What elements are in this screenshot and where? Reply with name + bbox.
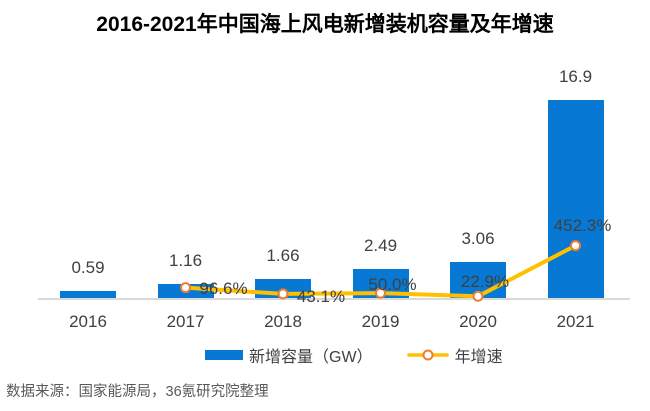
bar-value-label: 1.66 <box>266 245 300 265</box>
legend-bar-label: 新增容量（GW） <box>249 349 373 366</box>
bar-value-label: 3.06 <box>461 229 495 249</box>
growth-label: 22.9% <box>460 272 510 292</box>
bar-2016 <box>60 291 116 298</box>
bar-value-label: 2.49 <box>363 235 398 255</box>
legend: 新增容量（GW） 年增速 <box>205 345 503 366</box>
legend-bar-swatch <box>205 350 243 360</box>
x-axis-line <box>38 298 630 300</box>
x-tick-2019: 2019 <box>361 312 400 331</box>
legend-line-swatch <box>406 349 449 361</box>
bar-2021 <box>547 99 604 298</box>
growth-label: 452.3% <box>553 215 612 235</box>
x-tick-2017: 2017 <box>166 312 205 331</box>
x-tick-2021: 2021 <box>556 312 595 331</box>
growth-label: 96.6% <box>199 278 248 298</box>
bar-value-label: 1.16 <box>168 251 203 271</box>
source-note: 数据来源：国家能源局，36氪研究院整理 <box>6 384 269 400</box>
chart-title: 2016-2021年中国海上风电新增装机容量及年增速 <box>96 13 554 36</box>
bar-value-label: 0.59 <box>71 258 105 278</box>
x-tick-2020: 2020 <box>459 312 497 331</box>
bar-value-label: 16.9 <box>558 66 593 86</box>
x-tick-2018: 2018 <box>264 312 302 331</box>
legend-line-label: 年增速 <box>454 349 503 366</box>
growth-label: 50.0% <box>368 275 417 295</box>
x-tick-2016: 2016 <box>69 312 107 331</box>
